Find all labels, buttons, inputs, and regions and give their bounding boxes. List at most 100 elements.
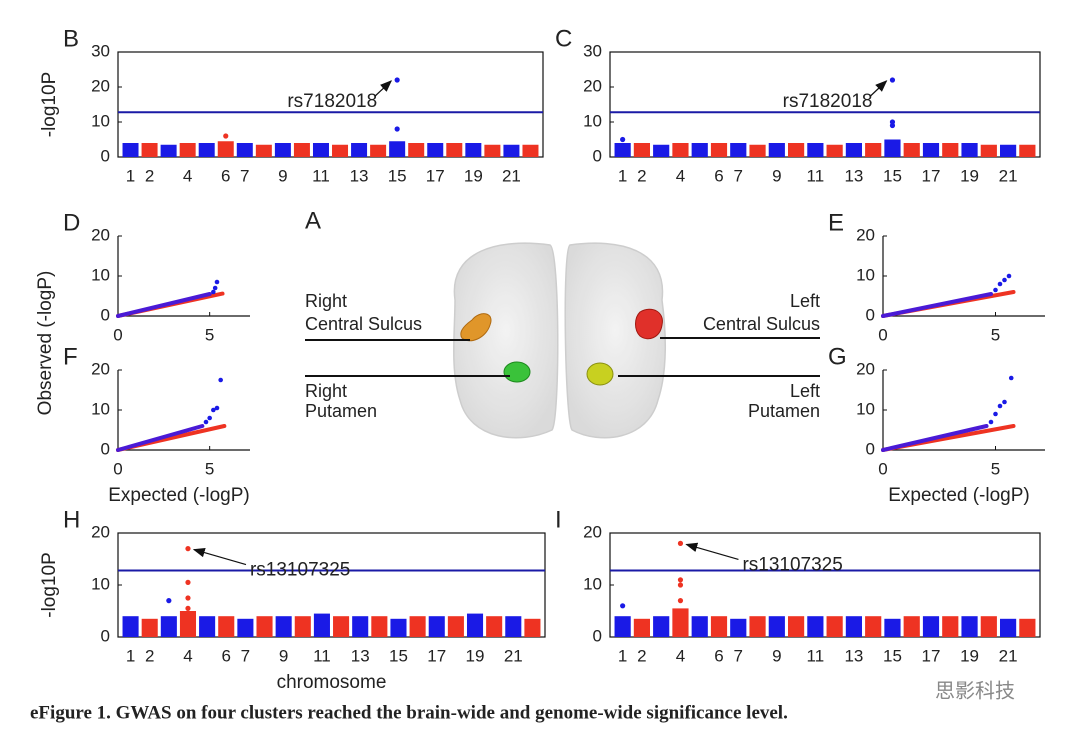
snp-column [1019,618,1036,637]
x-tick-label: 4 [676,646,685,665]
snp-column [160,616,177,637]
snp-column [370,144,387,157]
x-tick-label: 2 [145,166,154,185]
snp-column [807,616,824,637]
qq-point [993,411,998,417]
snp-column [749,616,766,637]
snp-column [845,143,863,157]
y-tick-label: 0 [101,626,110,645]
qq-point [211,407,216,413]
region-side: Right [305,381,347,401]
snp-column [122,616,139,637]
x-tick-label: 19 [464,166,483,185]
x-tick-label: 9 [772,166,781,185]
snp-column [294,616,311,637]
snp-column [218,616,235,637]
x-tick-label: 2 [637,166,646,185]
snp-column [614,616,631,637]
y-tick-label: 0 [593,626,602,645]
x-tick-label: 9 [279,646,288,665]
x-tick-label: 7 [734,166,743,185]
x-tick-label: 19 [466,646,485,665]
snp-column [787,143,805,157]
x-tick-label: 15 [883,166,902,185]
y-tick-label: 10 [91,265,110,284]
snp-hit [185,605,191,612]
panel-label: D [63,209,80,236]
qq-line [881,424,989,452]
annotation: rs13107325 [250,560,350,581]
x-tick-label: 11 [313,646,331,665]
snp-column [807,143,824,157]
snp-column [730,618,747,637]
snp-column [942,616,959,637]
x-tick-label: 5 [205,325,214,344]
snp-hit [620,136,626,143]
x-tick-label: 9 [278,166,287,185]
snp-column [179,143,196,157]
snp-column [522,144,539,157]
x-tick-label: 11 [807,646,825,665]
qq-point [218,377,223,383]
x-tick-label: 0 [113,325,122,344]
watermark: 思影科技 [935,679,1015,702]
snp-column [633,143,651,157]
x-tick-label: 13 [844,646,863,665]
snp-column [199,616,216,637]
snp-hit [394,77,400,83]
snp-column [122,143,139,157]
x-tick-label: 11 [807,166,825,185]
x-tick-label: 15 [883,646,902,665]
qq-line [116,424,205,452]
y-tick-label: 10 [583,111,602,130]
snp-hit [677,582,684,588]
snp-hit [166,598,172,604]
x-tick-label: 1 [618,166,627,185]
x-tick-label: 6 [221,166,230,185]
snp-hit [677,540,684,547]
snp-column [768,616,785,637]
snp-column [787,616,805,637]
x-tick-label: 17 [922,166,941,185]
snp-column [255,144,272,157]
qq-line [881,292,993,318]
y-tick-label: 10 [91,574,110,593]
region-side: Right [305,291,347,311]
snp-hit [185,579,191,586]
snp-column [903,616,920,637]
y-tick-label: 20 [91,522,110,541]
x-axis-label: Expected (-logP) [888,485,1030,506]
snp-column [217,141,234,157]
y-axis-label: -log10P [39,552,60,618]
snp-column [980,144,997,157]
y-tick-label: 0 [866,439,875,458]
snp-column [999,618,1017,637]
panel-label: H [63,506,80,533]
x-tick-label: 19 [960,166,979,185]
snp-column [691,143,708,157]
snp-column [466,613,484,637]
snp-column [961,143,978,157]
snp-column [465,143,482,157]
qq-line [116,292,212,318]
qq-point [214,279,220,285]
qq-point [207,415,212,421]
annotation: rs7182018 [287,91,377,112]
annotation-arrow [870,80,888,97]
qq-point [1002,277,1007,283]
snp-column [980,616,997,637]
snp-hit [889,122,896,129]
x-tick-label: 7 [734,646,743,665]
x-tick-label: 17 [922,646,941,665]
snp-column [409,616,426,637]
y-tick-label: 10 [91,111,110,130]
x-tick-label: 0 [113,459,122,478]
y-tick-label: 20 [583,522,602,541]
qq-point [1008,375,1014,381]
x-tick-label: 17 [426,166,445,185]
snp-column [390,618,407,637]
plot-box [117,51,544,158]
x-tick-label: 2 [145,646,154,665]
